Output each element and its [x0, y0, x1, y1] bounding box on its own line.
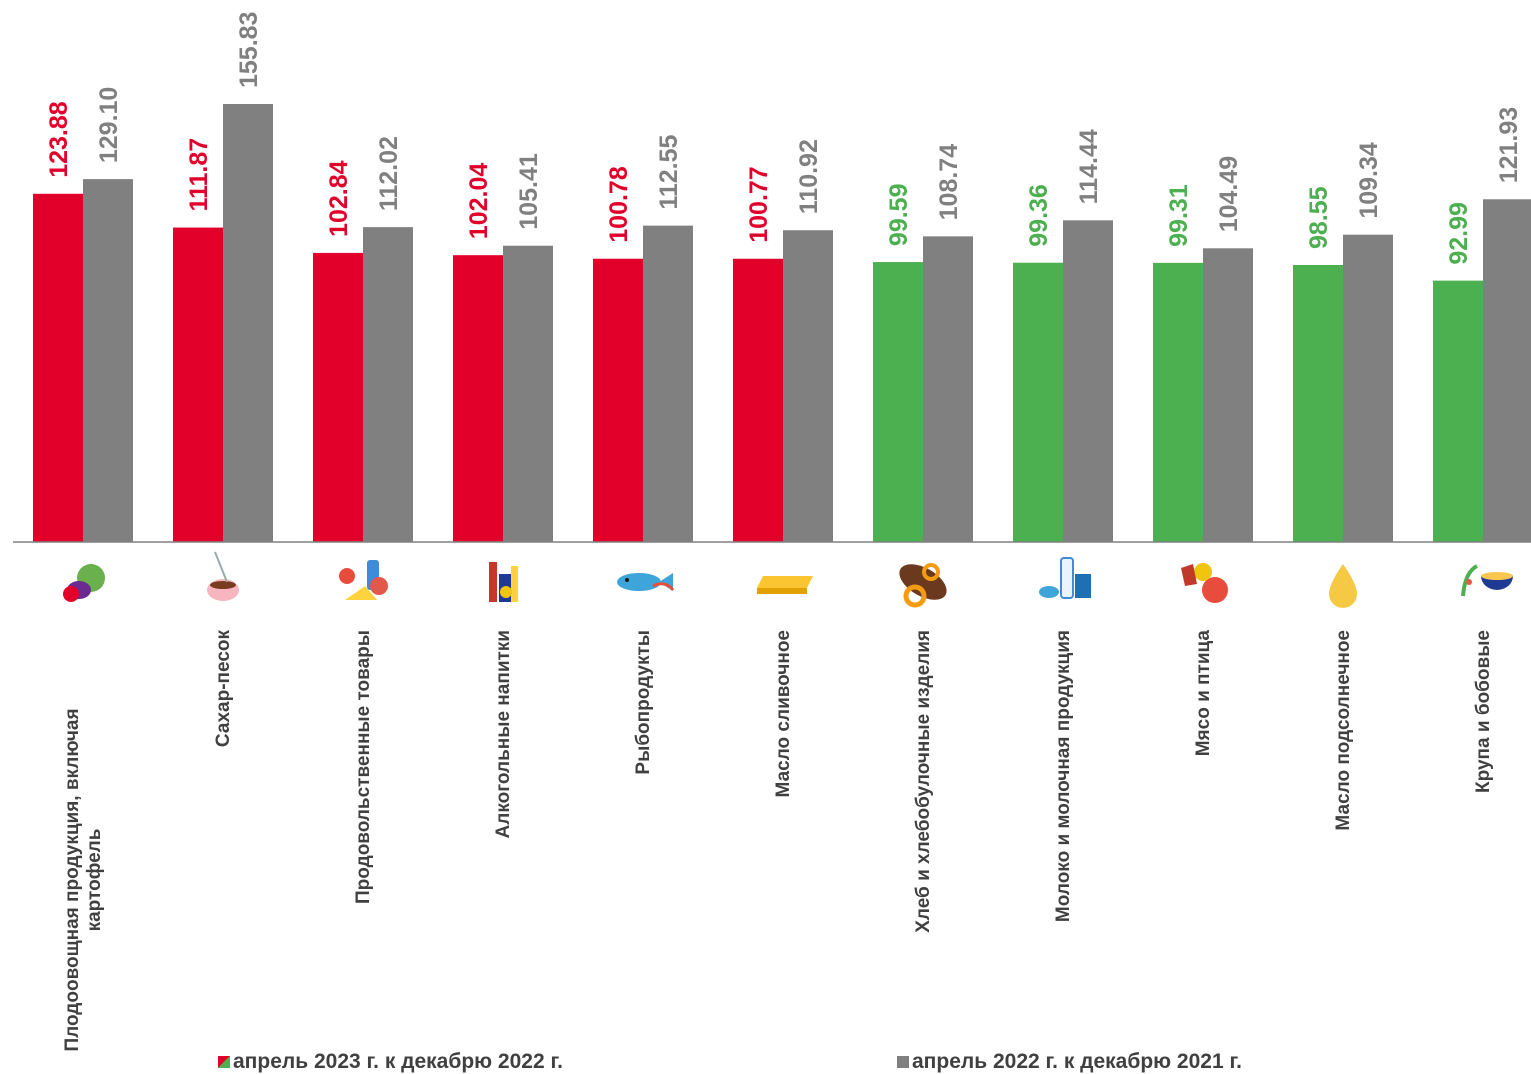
legend-item-prior: апрель 2022 г. к декабрю 2021 г.	[897, 1050, 1242, 1074]
bar-prior-4	[643, 225, 693, 543]
bar-current-7	[1013, 262, 1063, 542]
value-label-current-3: 102.04	[465, 163, 493, 240]
value-label-prior-3: 105.41	[515, 153, 543, 230]
category-label-8: Мясо и птица	[1193, 630, 1214, 757]
value-label-prior-5: 110.92	[795, 139, 823, 214]
value-label-current-10: 92.99	[1445, 202, 1473, 265]
bar-current-2	[313, 252, 363, 542]
bar-current-4	[593, 258, 643, 542]
value-label-current-5: 100.77	[745, 166, 773, 242]
category-label-9: Масло подсолнечное	[1333, 630, 1354, 831]
bars-layer	[33, 104, 1531, 543]
value-label-current-2: 102.84	[325, 160, 353, 237]
category-label-6: Хлеб и хлебобулочные изделия	[913, 630, 934, 933]
legend-swatch-prior	[897, 1056, 909, 1068]
bar-prior-0	[83, 179, 133, 543]
value-label-prior-7: 114.44	[1075, 129, 1103, 204]
legend-swatch-current	[218, 1056, 230, 1068]
value-label-prior-1: 155.83	[235, 12, 263, 88]
meat-icon	[1181, 563, 1228, 603]
bar-prior-3	[503, 245, 553, 543]
value-label-current-7: 99.36	[1025, 184, 1053, 247]
bar-current-8	[1153, 262, 1203, 542]
bar-prior-6	[923, 236, 973, 543]
legend-label-prior: апрель 2022 г. к декабрю 2021 г.	[912, 1050, 1242, 1073]
groceries-icon	[339, 560, 388, 600]
value-label-current-4: 100.78	[605, 166, 633, 243]
category-label-7: Молоко и молочная продукция	[1053, 630, 1074, 922]
bar-prior-2	[363, 227, 413, 542]
category-label-10: Крупа и бобовые	[1473, 630, 1494, 793]
category-label-3: Алкогольные напитки	[493, 630, 514, 838]
bar-current-10	[1433, 280, 1483, 542]
fish-icon	[617, 573, 675, 591]
bread-icon	[899, 563, 947, 608]
legend-item-current: апрель 2023 г. к декабрю 2022 г.	[218, 1050, 563, 1074]
category-label-0: Плодоовощная продукция, включаякартофель	[62, 708, 105, 1051]
bar-current-9	[1293, 265, 1343, 542]
value-label-prior-6: 108.74	[935, 144, 963, 221]
bar-prior-8	[1203, 248, 1253, 542]
value-label-prior-8: 104.49	[1215, 156, 1243, 232]
category-label-2: Продовольственные товары	[353, 630, 374, 904]
cereal-icon	[1461, 564, 1513, 597]
labels-layer: 123.88 129.10 Плодоовощная продукция, вклю…	[45, 12, 1523, 1052]
value-label-current-1: 111.87	[185, 138, 213, 212]
sugar-icon	[207, 551, 239, 601]
bar-prior-10	[1483, 199, 1531, 542]
bar-prior-7	[1063, 220, 1113, 542]
value-label-prior-0: 129.10	[95, 87, 123, 163]
value-label-current-6: 99.59	[885, 184, 913, 247]
oil-drop-icon	[1329, 564, 1357, 608]
bar-prior-5	[783, 230, 833, 542]
bar-prior-1	[223, 104, 273, 542]
legend-label-current: апрель 2023 г. к декабрю 2022 г.	[233, 1050, 563, 1073]
icons-layer	[63, 551, 1513, 608]
category-label-5: Масло сливочное	[773, 630, 794, 797]
value-label-current-0: 123.88	[45, 101, 73, 178]
butter-icon	[757, 576, 813, 594]
milk-icon	[1039, 557, 1091, 599]
value-label-prior-2: 112.02	[375, 136, 403, 211]
value-label-prior-10: 121.93	[1495, 107, 1523, 183]
value-label-current-9: 98.55	[1305, 186, 1333, 249]
bar-current-3	[453, 255, 503, 542]
bar-current-1	[173, 227, 223, 543]
alcohol-icon	[489, 562, 518, 602]
bar-prior-9	[1343, 234, 1393, 543]
vegetables-icon	[63, 564, 105, 602]
bar-current-5	[733, 258, 783, 542]
value-label-prior-4: 112.55	[655, 134, 683, 209]
bar-current-0	[33, 193, 83, 542]
bar-current-6	[873, 262, 923, 542]
value-label-prior-9: 109.34	[1355, 142, 1383, 219]
category-label-1: Сахар-песок	[213, 630, 234, 748]
category-label-4: Рыбопродукты	[633, 630, 654, 775]
value-label-current-8: 99.31	[1165, 184, 1193, 247]
